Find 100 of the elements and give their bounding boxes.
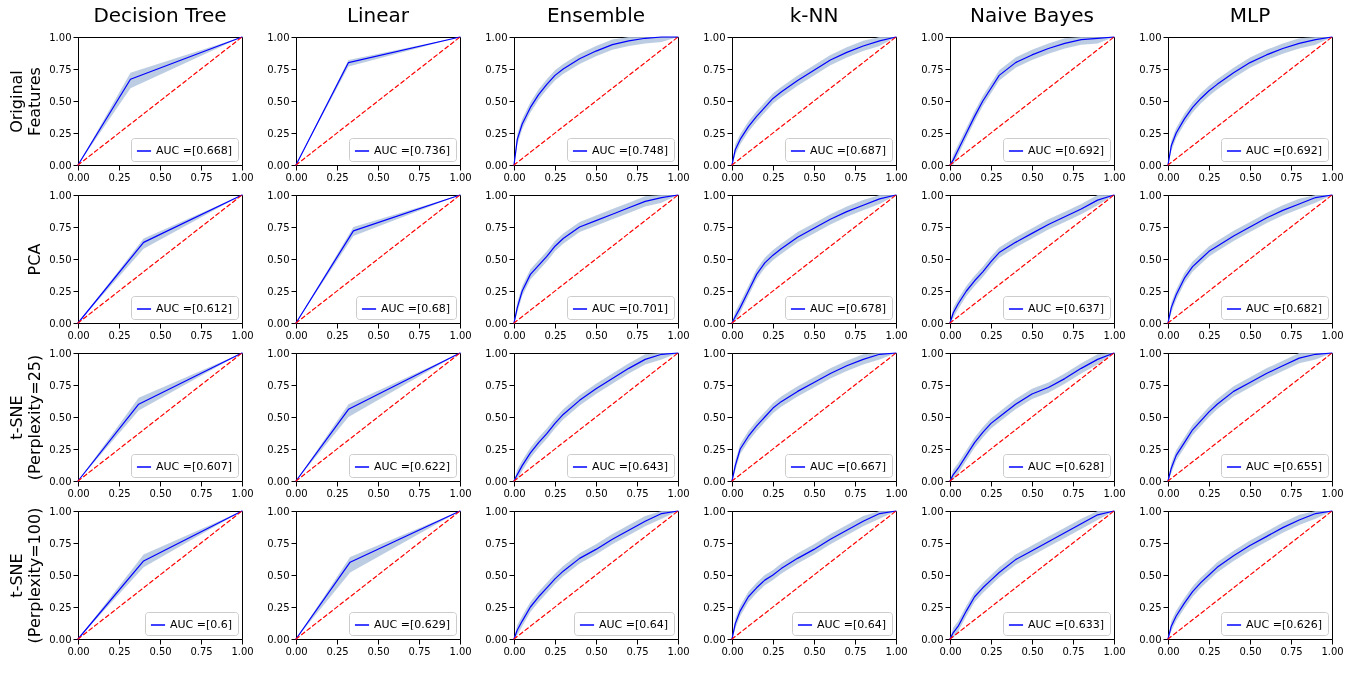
x-tick-label: 1.00 [449, 645, 472, 657]
y-tick-label: 0.00 [267, 633, 290, 645]
y-axis-title: PCA [25, 243, 45, 276]
x-tick-label: 1.00 [885, 171, 908, 183]
y-tick-label: 0.75 [49, 221, 72, 233]
y-tick-label: 0.25 [703, 285, 726, 297]
y-tick-label: 1.00 [267, 31, 290, 43]
x-tick-label: 0.25 [980, 171, 1003, 183]
x-tick-label: 0.00 [939, 329, 962, 341]
y-tick-label: 0.25 [267, 601, 290, 613]
y-tick-label: 0.25 [485, 127, 508, 139]
x-tick-label: 0.00 [67, 487, 90, 499]
chart-title: k-NN [789, 3, 839, 27]
legend-label: AUC =[0.612] [156, 302, 233, 315]
x-tick-label: 1.00 [1321, 171, 1344, 183]
y-tick-label: 0.25 [49, 443, 72, 455]
x-tick-label: 0.50 [149, 645, 172, 657]
y-tick-label: 0.25 [1139, 601, 1162, 613]
y-tick-label: 0.25 [921, 601, 944, 613]
x-tick-label: 0.25 [108, 487, 131, 499]
x-tick-label: 0.75 [408, 329, 431, 341]
y-tick-label: 0.00 [49, 633, 72, 645]
x-tick-label: 0.75 [190, 645, 213, 657]
y-tick-label: 0.75 [485, 537, 508, 549]
y-tick-label: 0.75 [1139, 63, 1162, 75]
y-tick-label: 1.00 [485, 505, 508, 517]
x-tick-label: 0.25 [544, 487, 567, 499]
y-tick-label: 0.50 [921, 569, 944, 581]
y-tick-label: 0.75 [703, 537, 726, 549]
x-tick-label: 0.25 [544, 329, 567, 341]
chart-title: Decision Tree [93, 3, 227, 27]
y-tick-label: 0.50 [703, 253, 726, 265]
y-tick-label: 1.00 [921, 505, 944, 517]
x-tick-label: 1.00 [667, 329, 690, 341]
x-tick-label: 0.50 [1239, 487, 1262, 499]
y-tick-label: 1.00 [49, 31, 72, 43]
y-tick-label: 0.25 [921, 285, 944, 297]
legend-label: AUC =[0.682] [1246, 302, 1323, 315]
y-tick-label: 1.00 [703, 505, 726, 517]
x-tick-label: 1.00 [231, 329, 254, 341]
x-tick-label: 0.25 [544, 645, 567, 657]
y-tick-label: 0.00 [267, 475, 290, 487]
x-tick-label: 1.00 [449, 329, 472, 341]
x-tick-label: 0.00 [67, 329, 90, 341]
legend-label: AUC =[0.622] [374, 460, 451, 473]
x-tick-label: 0.00 [939, 487, 962, 499]
x-tick-label: 0.00 [721, 487, 744, 499]
x-tick-label: 0.00 [939, 171, 962, 183]
legend-label: AUC =[0.701] [592, 302, 669, 315]
y-tick-label: 0.50 [267, 411, 290, 423]
y-tick-label: 1.00 [921, 347, 944, 359]
x-tick-label: 0.75 [844, 171, 867, 183]
x-tick-label: 0.75 [626, 171, 649, 183]
y-tick-label: 1.00 [921, 31, 944, 43]
y-tick-label: 0.50 [921, 411, 944, 423]
x-tick-label: 0.50 [803, 171, 826, 183]
legend-label: AUC =[0.678] [810, 302, 887, 315]
x-tick-label: 0.00 [721, 645, 744, 657]
x-tick-label: 0.50 [585, 487, 608, 499]
x-tick-label: 0.00 [503, 329, 526, 341]
y-tick-label: 0.25 [703, 127, 726, 139]
x-tick-label: 0.00 [67, 645, 90, 657]
x-tick-label: 0.75 [844, 329, 867, 341]
x-tick-label: 0.25 [326, 329, 349, 341]
y-tick-label: 0.50 [267, 253, 290, 265]
x-tick-label: 0.75 [190, 329, 213, 341]
legend-label: AUC =[0.607] [156, 460, 233, 473]
y-tick-label: 0.00 [49, 475, 72, 487]
y-tick-label: 0.25 [485, 601, 508, 613]
y-tick-label: 1.00 [49, 505, 72, 517]
x-tick-label: 0.00 [1157, 487, 1180, 499]
y-tick-label: 0.00 [921, 317, 944, 329]
x-tick-label: 0.75 [1062, 645, 1085, 657]
chart-title: Ensemble [546, 3, 646, 27]
legend-label: AUC =[0.643] [592, 460, 669, 473]
x-tick-label: 0.50 [1021, 171, 1044, 183]
x-tick-label: 0.50 [585, 171, 608, 183]
x-tick-label: 0.75 [1062, 171, 1085, 183]
y-tick-label: 0.00 [485, 317, 508, 329]
y-tick-label: 0.50 [1139, 569, 1162, 581]
x-tick-label: 0.25 [762, 329, 785, 341]
x-tick-label: 0.00 [721, 329, 744, 341]
x-tick-label: 1.00 [449, 171, 472, 183]
chart-title: Linear [346, 3, 410, 27]
y-tick-label: 0.50 [1139, 95, 1162, 107]
legend-label: AUC =[0.6] [170, 618, 233, 631]
y-tick-label: 0.50 [1139, 411, 1162, 423]
y-axis-title: t-SNE (Perplexity=25) [7, 354, 45, 481]
x-tick-label: 0.75 [1280, 329, 1303, 341]
y-tick-label: 0.25 [921, 443, 944, 455]
y-tick-label: 0.50 [267, 95, 290, 107]
y-tick-label: 0.75 [267, 221, 290, 233]
y-tick-label: 0.75 [1139, 221, 1162, 233]
y-axis-title: Original Features [7, 67, 45, 136]
y-tick-label: 1.00 [485, 189, 508, 201]
y-tick-label: 0.50 [267, 569, 290, 581]
x-tick-label: 0.00 [503, 487, 526, 499]
y-tick-label: 0.75 [485, 379, 508, 391]
y-tick-label: 0.75 [49, 537, 72, 549]
legend-label: AUC =[0.68] [381, 302, 451, 315]
